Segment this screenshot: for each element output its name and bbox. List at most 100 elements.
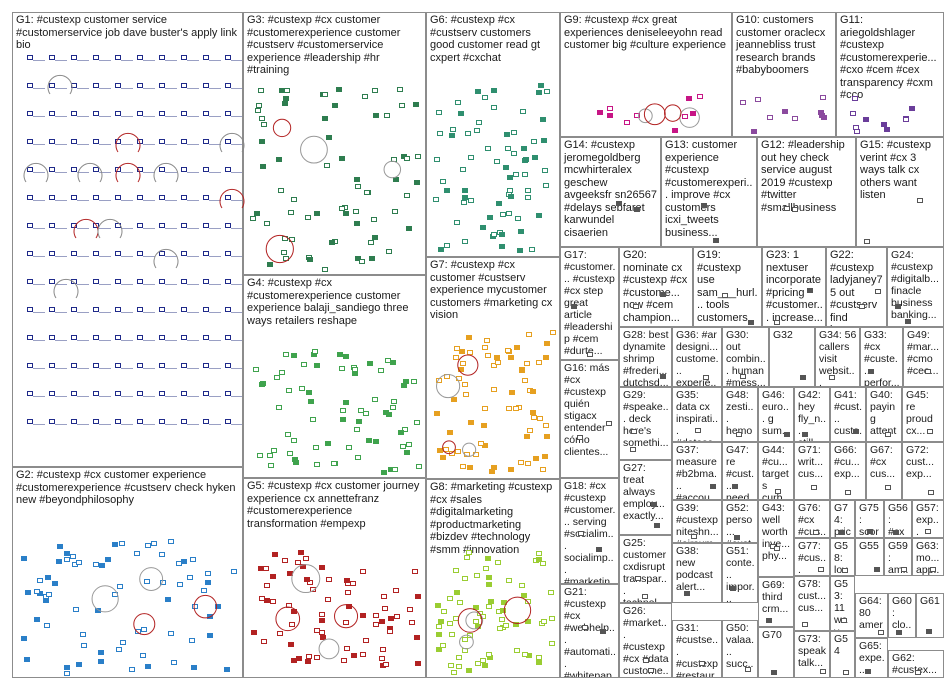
node[interactable]: [279, 369, 286, 375]
node[interactable]: [264, 220, 271, 226]
node[interactable]: [774, 488, 781, 494]
node[interactable]: [398, 430, 405, 435]
node[interactable]: [781, 109, 788, 115]
node[interactable]: [93, 195, 99, 200]
node[interactable]: [43, 597, 50, 603]
node[interactable]: [205, 580, 212, 586]
node[interactable]: [925, 529, 932, 535]
node[interactable]: [27, 279, 33, 284]
node[interactable]: [393, 614, 400, 620]
node[interactable]: [339, 156, 346, 162]
node[interactable]: [159, 111, 165, 116]
node[interactable]: [494, 560, 501, 566]
node[interactable]: [570, 303, 577, 309]
node[interactable]: [332, 102, 339, 108]
node[interactable]: [345, 589, 352, 595]
group-g75[interactable]: G75: scor... imp...: [855, 500, 884, 538]
node[interactable]: [203, 139, 209, 144]
node[interactable]: [713, 238, 720, 244]
node[interactable]: [325, 597, 332, 603]
node[interactable]: [268, 463, 275, 469]
node[interactable]: [251, 630, 258, 636]
group-g27[interactable]: G27: treat always employ... exactly...: [619, 460, 672, 535]
group-g21[interactable]: G21: #custexp #cx #webhelp... #automati.…: [560, 584, 619, 678]
node[interactable]: [633, 112, 640, 118]
node[interactable]: [21, 555, 28, 561]
node[interactable]: [453, 220, 460, 226]
node[interactable]: [722, 293, 729, 299]
group-g74[interactable]: G74: price: [830, 500, 855, 538]
node[interactable]: [586, 352, 593, 358]
node[interactable]: [926, 629, 933, 635]
node[interactable]: [259, 382, 266, 387]
node[interactable]: [549, 616, 556, 622]
node[interactable]: [260, 164, 267, 170]
node[interactable]: [366, 437, 373, 443]
node[interactable]: [648, 667, 655, 673]
node[interactable]: [225, 83, 231, 88]
node[interactable]: [392, 208, 399, 214]
node[interactable]: [49, 391, 55, 396]
node[interactable]: [279, 87, 286, 93]
node[interactable]: [463, 452, 470, 458]
node[interactable]: [93, 419, 99, 424]
node[interactable]: [258, 596, 265, 602]
node[interactable]: [36, 578, 43, 584]
group-g66[interactable]: G66: #cu... exp...: [830, 442, 866, 500]
node[interactable]: [448, 662, 455, 668]
node[interactable]: [286, 571, 293, 577]
node[interactable]: [366, 360, 373, 366]
node[interactable]: [415, 593, 422, 599]
node[interactable]: [379, 646, 386, 652]
node[interactable]: [159, 279, 165, 284]
node[interactable]: [455, 655, 462, 661]
node[interactable]: [404, 193, 411, 199]
node[interactable]: [542, 422, 549, 428]
node[interactable]: [223, 666, 230, 672]
node[interactable]: [544, 89, 551, 95]
node[interactable]: [452, 354, 459, 360]
node[interactable]: [225, 307, 231, 312]
node[interactable]: [895, 630, 902, 636]
node[interactable]: [416, 464, 423, 470]
node[interactable]: [49, 139, 55, 144]
node[interactable]: [539, 467, 546, 473]
node[interactable]: [287, 209, 294, 215]
node[interactable]: [225, 167, 231, 172]
node[interactable]: [181, 83, 187, 88]
node[interactable]: [301, 361, 308, 367]
group-g57[interactable]: G57: exp...: [912, 500, 944, 538]
node[interactable]: [436, 646, 443, 652]
node[interactable]: [521, 593, 528, 599]
node[interactable]: [523, 157, 530, 163]
group-g46[interactable]: G46: euro... g sum...: [758, 387, 794, 442]
node[interactable]: [27, 139, 33, 144]
node[interactable]: [520, 108, 527, 114]
group-g40[interactable]: G40: paying attent... custo...: [866, 387, 902, 442]
node[interactable]: [482, 344, 489, 350]
node[interactable]: [71, 307, 77, 312]
node[interactable]: [49, 167, 55, 172]
node[interactable]: [521, 378, 528, 384]
node[interactable]: [902, 117, 909, 123]
node[interactable]: [450, 670, 457, 675]
node[interactable]: [483, 337, 490, 343]
node[interactable]: [852, 125, 859, 131]
node[interactable]: [351, 366, 358, 372]
node[interactable]: [137, 83, 143, 88]
node[interactable]: [291, 437, 298, 443]
node[interactable]: [511, 151, 517, 157]
node[interactable]: [339, 206, 346, 211]
node[interactable]: [342, 211, 349, 217]
node[interactable]: [261, 639, 268, 645]
node[interactable]: [137, 307, 143, 312]
node[interactable]: [853, 428, 860, 434]
node[interactable]: [449, 126, 456, 132]
node[interactable]: [490, 104, 497, 110]
node[interactable]: [453, 345, 460, 351]
node[interactable]: [49, 223, 55, 228]
node[interactable]: [309, 587, 316, 593]
node[interactable]: [467, 464, 474, 470]
node[interactable]: [76, 662, 83, 668]
node[interactable]: [181, 363, 187, 368]
